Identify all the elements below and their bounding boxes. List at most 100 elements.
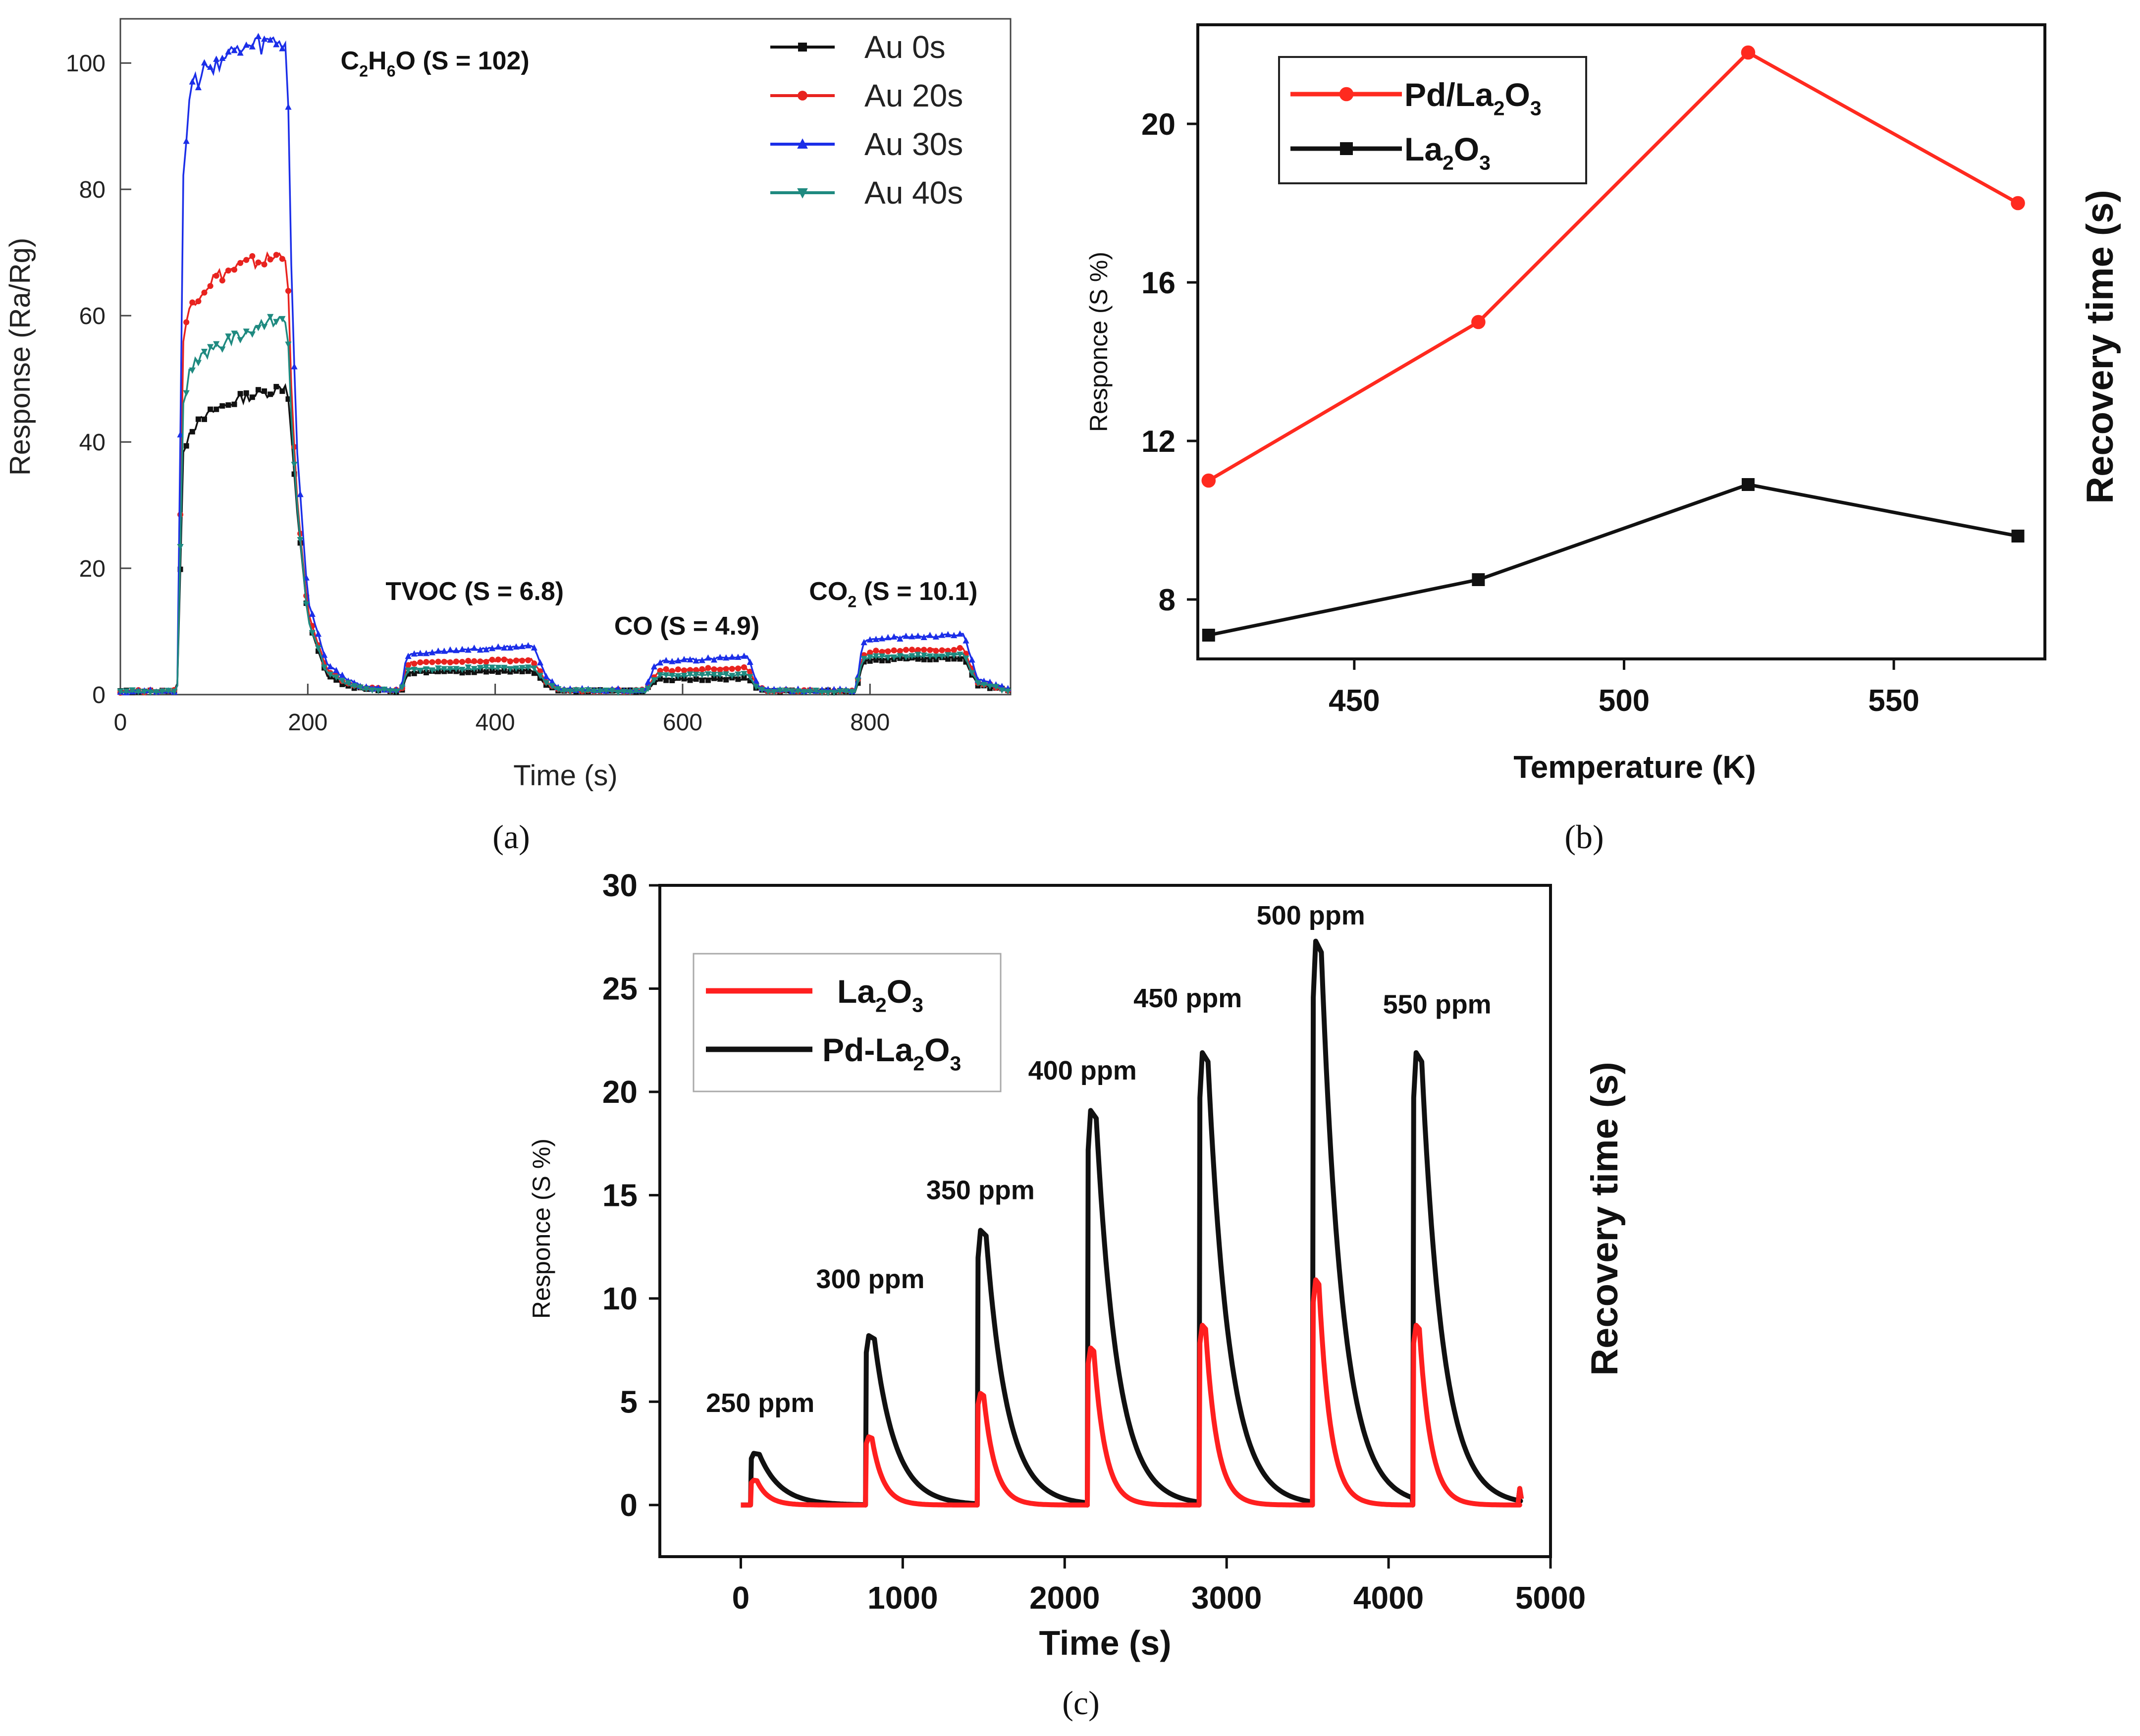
data-point xyxy=(249,394,255,400)
data-point xyxy=(219,277,225,284)
data-point xyxy=(914,632,921,639)
data-point xyxy=(315,630,322,637)
data-point xyxy=(939,647,945,653)
data-point xyxy=(495,643,502,650)
right-axis-title: Recovery time (s) xyxy=(1584,1062,1626,1376)
data-point xyxy=(938,631,946,638)
data-point xyxy=(405,671,411,677)
panel-c: 0 1000 2000 3000 4000 5000 0 5 10 15 20 25 30 Time (s… xyxy=(528,868,1626,1722)
data-point xyxy=(525,657,532,663)
annotation-c2h6o: C2H6O (S = 102) xyxy=(341,47,530,80)
data-point xyxy=(885,648,891,654)
subscript: 2 xyxy=(1494,97,1505,119)
data-point xyxy=(596,688,604,695)
data-point xyxy=(723,677,729,683)
data-point xyxy=(812,687,819,694)
peak-label: 250 ppm xyxy=(706,1388,814,1418)
data-point xyxy=(717,676,723,682)
data-point xyxy=(279,256,285,262)
data-point xyxy=(824,690,832,697)
data-point xyxy=(818,690,826,696)
data-point xyxy=(531,644,537,651)
series-pd-la2o3 xyxy=(741,938,1524,1508)
data-point xyxy=(285,396,291,402)
data-point xyxy=(255,325,262,331)
data-point xyxy=(177,544,184,550)
data-point xyxy=(741,652,748,659)
data-point xyxy=(465,646,472,653)
data-point xyxy=(267,314,274,321)
data-point xyxy=(980,682,987,689)
data-point xyxy=(710,672,718,678)
data-point xyxy=(453,647,460,653)
x-tick-label: 0 xyxy=(114,709,127,736)
data-point xyxy=(986,683,993,690)
data-point xyxy=(303,601,310,608)
peak-point xyxy=(1202,1052,1203,1053)
data-point xyxy=(801,689,807,696)
data-point xyxy=(513,657,520,664)
data-point xyxy=(650,663,658,670)
data-point xyxy=(957,645,963,651)
data-point xyxy=(723,654,730,661)
data-point xyxy=(951,632,958,639)
data-point xyxy=(639,688,645,694)
data-point xyxy=(945,652,952,658)
data-point xyxy=(261,261,268,268)
data-point xyxy=(705,665,711,671)
data-point xyxy=(214,406,219,412)
data-point xyxy=(909,633,915,640)
y-tick-label: 20 xyxy=(79,556,106,582)
series-line xyxy=(1208,483,2019,637)
data-point xyxy=(1741,478,1755,491)
data-point xyxy=(417,650,424,656)
y-tick-label: 5 xyxy=(620,1384,638,1419)
data-point xyxy=(459,646,466,652)
peak-label: 550 ppm xyxy=(1383,989,1492,1019)
subscript: 2 xyxy=(875,993,887,1016)
data-point xyxy=(195,84,202,91)
data-point xyxy=(273,319,280,326)
data-point xyxy=(399,684,406,691)
series-line xyxy=(120,315,1009,694)
data-point xyxy=(879,649,885,655)
peak-label: 450 ppm xyxy=(1133,983,1242,1013)
subscript: 2 xyxy=(848,593,856,610)
data-point xyxy=(542,673,550,679)
data-point xyxy=(992,684,1000,691)
data-point xyxy=(717,666,723,673)
data-point xyxy=(273,383,279,389)
legend-entry: La2O3 xyxy=(1290,131,1491,174)
series-line xyxy=(120,383,1009,694)
peak-label: 350 ppm xyxy=(926,1176,1035,1205)
data-point xyxy=(471,669,477,675)
data-point xyxy=(986,678,993,685)
data-point xyxy=(507,666,514,673)
text-part: Pd-La xyxy=(822,1031,914,1068)
series-line xyxy=(120,251,1009,694)
data-point xyxy=(219,346,226,353)
peak-point xyxy=(753,1479,754,1481)
y-tick-label: 15 xyxy=(602,1177,638,1213)
data-point xyxy=(321,664,328,671)
data-point xyxy=(249,331,256,338)
data-point xyxy=(764,689,772,696)
peak-point xyxy=(1090,1347,1091,1349)
data-point xyxy=(747,658,753,665)
data-point xyxy=(705,677,711,683)
data-point xyxy=(411,650,418,657)
legend-marker xyxy=(798,91,807,101)
data-point xyxy=(374,688,382,695)
data-point xyxy=(195,298,202,305)
data-point xyxy=(261,324,268,330)
subscript: 3 xyxy=(1479,151,1491,174)
subscript: 2 xyxy=(913,1052,924,1075)
series-au-40s xyxy=(117,314,1012,697)
data-point xyxy=(243,41,250,48)
data-point xyxy=(699,677,705,683)
data-point xyxy=(459,666,466,673)
data-point xyxy=(189,78,196,85)
data-point xyxy=(675,666,681,673)
data-point xyxy=(951,652,958,659)
data-point xyxy=(513,665,520,672)
